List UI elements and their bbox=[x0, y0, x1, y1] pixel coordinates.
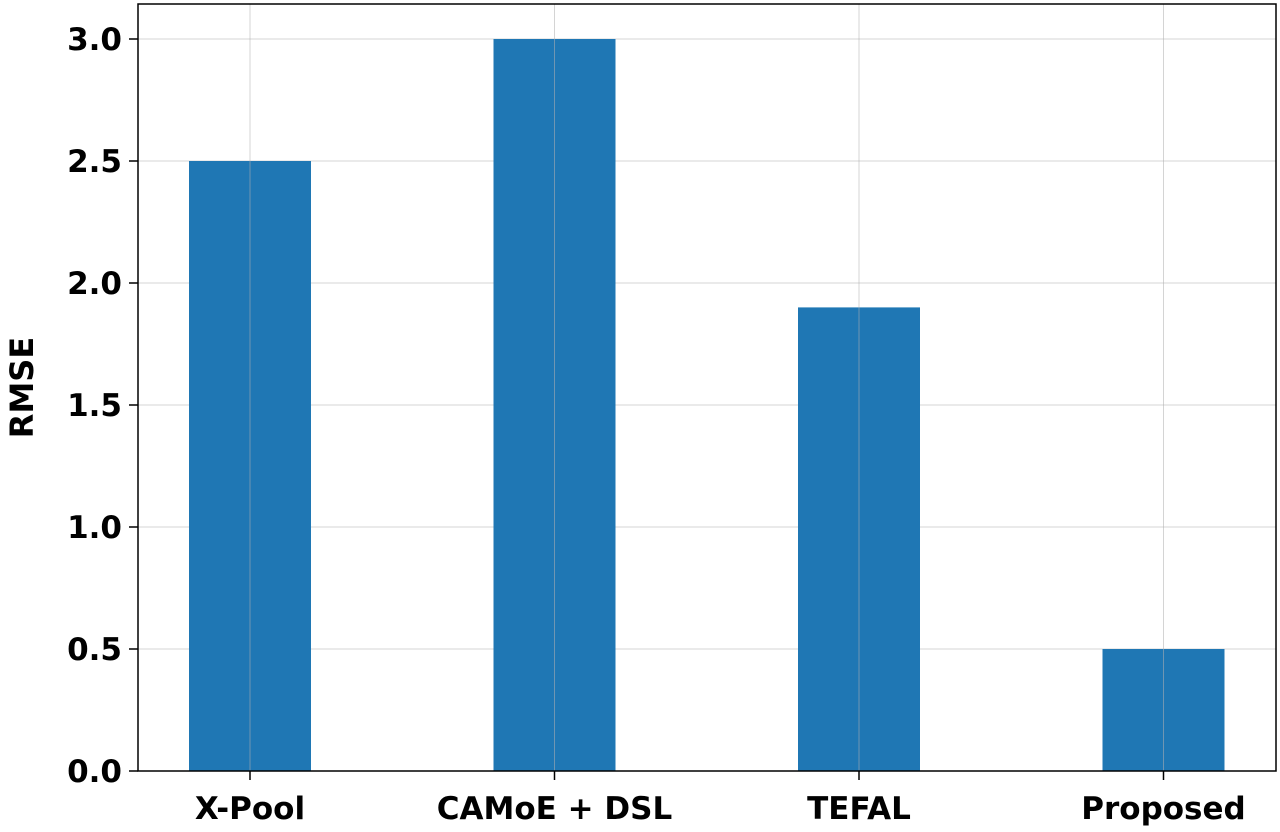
x-tick-label: TEFAL bbox=[807, 791, 911, 827]
y-tick-label: 3.0 bbox=[67, 22, 122, 58]
x-tick-label: X-Pool bbox=[195, 791, 305, 827]
y-axis-label: RMSE bbox=[3, 337, 41, 438]
y-tick-label: 2.5 bbox=[67, 144, 122, 180]
y-tick-label: 2.0 bbox=[67, 266, 122, 302]
x-grid-lines bbox=[249, 4, 1164, 771]
y-axis-ticks: 0.0 0.5 1.0 1.5 2.0 2.5 3.0 bbox=[67, 22, 138, 790]
y-tick-label: 1.5 bbox=[67, 388, 122, 424]
plot-frame bbox=[137, 3, 1277, 772]
x-axis-ticks: X-Pool CAMoE + DSL TEFAL Proposed bbox=[195, 771, 1246, 827]
x-tick-label: Proposed bbox=[1081, 791, 1245, 827]
y-tick-label: 0.0 bbox=[67, 754, 122, 790]
y-tick-label: 0.5 bbox=[67, 632, 122, 668]
y-tick-label: 1.0 bbox=[67, 510, 122, 546]
x-tick-label: CAMoE + DSL bbox=[437, 791, 672, 827]
